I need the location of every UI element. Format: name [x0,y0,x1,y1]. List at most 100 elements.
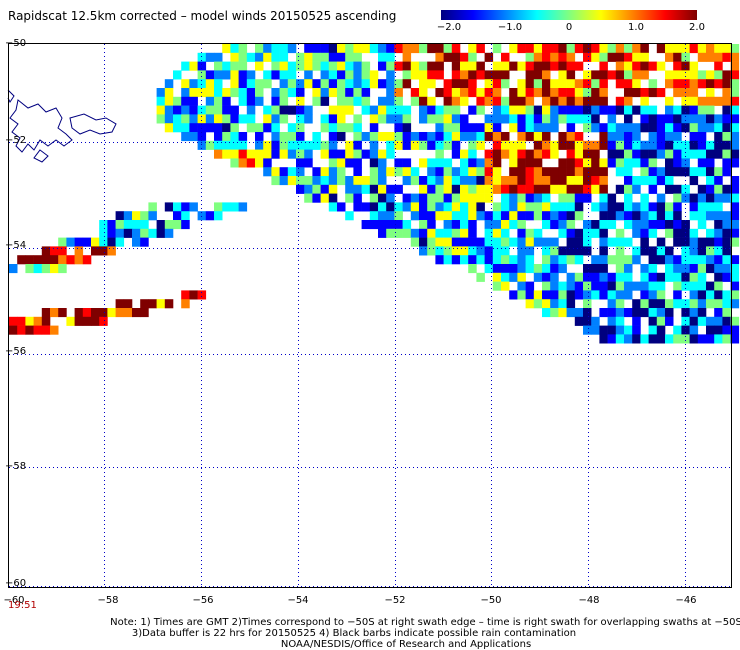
wind-cell [402,114,412,124]
wind-cell [558,61,567,71]
wind-cell [189,105,198,115]
wind-cell [574,88,584,98]
wind-cell [583,149,592,159]
wind-cell [492,114,502,124]
wind-cell [542,264,551,274]
wind-cell [402,123,412,133]
wind-cell [583,176,592,186]
wind-cell [460,52,469,62]
wind-cell [533,228,543,238]
wind-cell [476,132,485,142]
wind-cell [164,299,174,309]
wind-cell [74,308,84,318]
wind-cell [533,79,543,89]
wind-cell [517,202,526,212]
wind-cell [550,61,559,71]
wind-cell [697,237,707,247]
wind-cell [566,255,576,265]
time-label: 19:51 [8,600,37,611]
wind-cell [164,79,174,89]
wind-cell [484,167,494,177]
wind-cell [550,88,559,98]
wind-cell [427,70,436,80]
wind-cell [419,105,428,115]
wind-cell [279,140,289,150]
wind-cell [714,114,723,124]
wind-cell [386,167,395,177]
wind-cell [624,132,633,142]
wind-cell [337,158,346,168]
wind-cell [222,61,231,71]
wind-cell [689,290,699,300]
wind-cell [361,176,371,186]
wind-cell [484,52,494,62]
wind-cell [205,114,215,124]
wind-cell [706,184,715,194]
wind-cell [484,114,494,124]
wind-cell [279,79,289,89]
wind-cell [181,132,190,142]
wind-cell [451,228,461,238]
wind-cell [714,79,723,89]
wind-cell [697,316,707,326]
wind-cell [599,132,608,142]
wind-cell [410,44,420,54]
wind-cell [246,96,256,106]
wind-cell [304,193,313,203]
wind-cell [140,220,149,230]
wind-cell [402,52,412,62]
wind-cell [558,96,567,106]
wind-cell [181,96,190,106]
wind-cell [607,158,617,168]
wind-cell [697,272,707,282]
wind-cell [476,158,485,168]
wind-cell [205,88,215,98]
wind-cell [722,132,731,142]
wind-cell [591,79,600,89]
wind-cell [345,123,354,133]
wind-cell [353,88,362,98]
wind-cell [394,88,403,98]
wind-cell [189,96,198,106]
wind-cell [468,123,477,133]
wind-cell [517,158,526,168]
wind-cell [230,140,239,150]
wind-cell [353,61,362,71]
wind-cell [558,140,567,150]
wind-cell [25,264,34,274]
wind-cell [468,132,477,142]
wind-cell [492,123,502,133]
wind-cell [337,132,346,142]
wind-cell [648,308,658,318]
wind-cell [558,220,567,230]
wind-cell [607,140,617,150]
wind-cell [665,184,674,194]
wind-cell [681,167,690,177]
wind-cell [222,202,231,212]
wind-cell [435,123,444,133]
wind-cell [665,123,674,133]
wind-cell [164,202,174,212]
wind-cell [665,167,674,177]
wind-cell [566,281,576,291]
wind-cell [632,281,641,291]
wind-cell [435,149,444,159]
wind-cell [665,52,674,62]
wind-cell [173,220,182,230]
wind-cell [181,61,190,71]
wind-cell [246,149,256,159]
wind-cell [484,255,494,265]
wind-cell [82,237,92,247]
wind-cell [591,290,600,300]
wind-cell [583,325,592,335]
wind-cell [665,96,674,106]
wind-cell [681,325,690,335]
wind-cell [673,79,682,89]
wind-cell [525,44,535,54]
wind-cell [419,211,428,221]
wind-cell [181,299,190,309]
wind-cell [501,140,510,150]
wind-cell [173,70,182,80]
wind-cell [238,88,248,98]
wind-cell [66,316,75,326]
